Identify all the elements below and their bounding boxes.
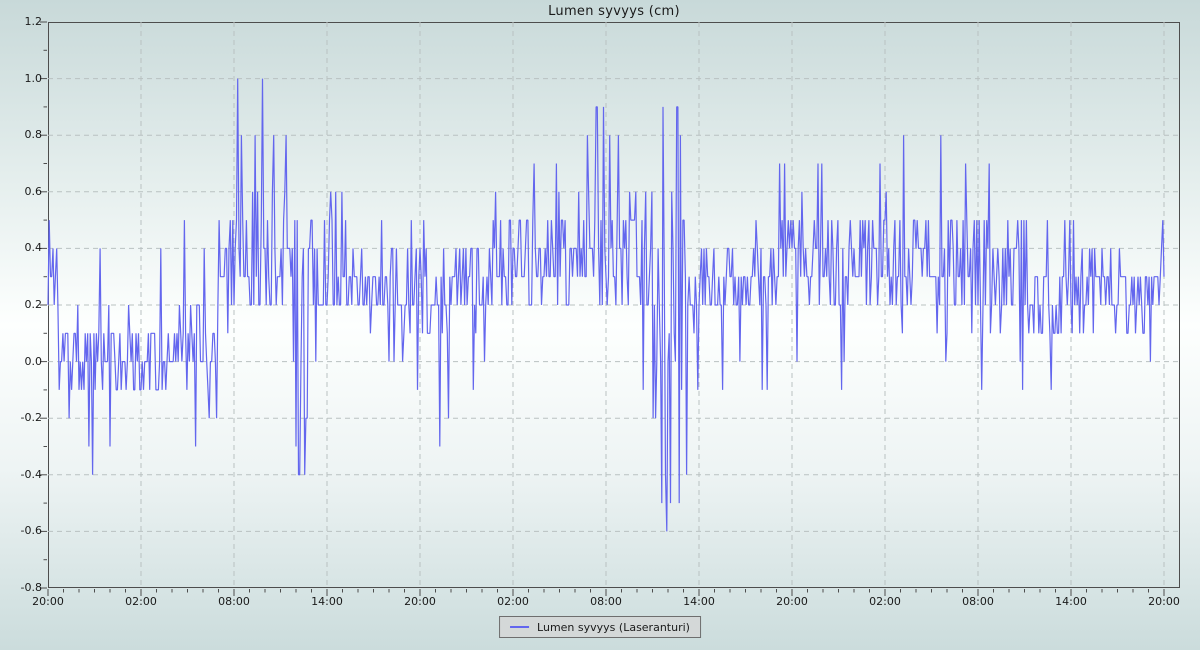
y-tick-label: 0.0 [24,354,43,368]
x-tick-label: 08:00 [962,595,994,608]
y-tick-label: -0.2 [20,411,42,425]
x-tick-label: 20:00 [404,595,436,608]
legend-line-swatch [510,626,530,628]
y-tick-label: -0.6 [20,524,42,538]
legend: Lumen syvyys (Laseranturi) [499,616,701,638]
x-tick-label: 20:00 [1148,595,1180,608]
x-tick-label: 02:00 [497,595,529,608]
chart-title: Lumen syvyys (cm) [548,4,680,19]
x-tick-label: 02:00 [125,595,157,608]
x-tick-label: 20:00 [32,595,64,608]
legend-label: Lumen syvyys (Laseranturi) [537,620,690,634]
x-tick-label: 14:00 [311,595,343,608]
y-tick-label: -0.4 [20,467,42,481]
y-tick-label: 0.2 [24,298,43,311]
y-tick-label: 1.0 [24,71,43,85]
x-tick-label: 02:00 [869,595,901,608]
x-tick-label: 14:00 [1055,595,1087,608]
x-tick-label: 20:00 [776,595,808,608]
x-tick-label: 08:00 [218,595,250,608]
x-tick-label: 08:00 [590,595,622,608]
y-tick-label: 0.8 [24,128,43,142]
y-tick-label: 0.4 [24,241,43,255]
y-tick-label: -0.8 [20,581,42,594]
y-tick-label: 0.6 [24,184,43,198]
series-line [47,78,1165,532]
x-tick-label: 14:00 [683,595,715,608]
y-tick-label: 1.2 [24,15,43,28]
